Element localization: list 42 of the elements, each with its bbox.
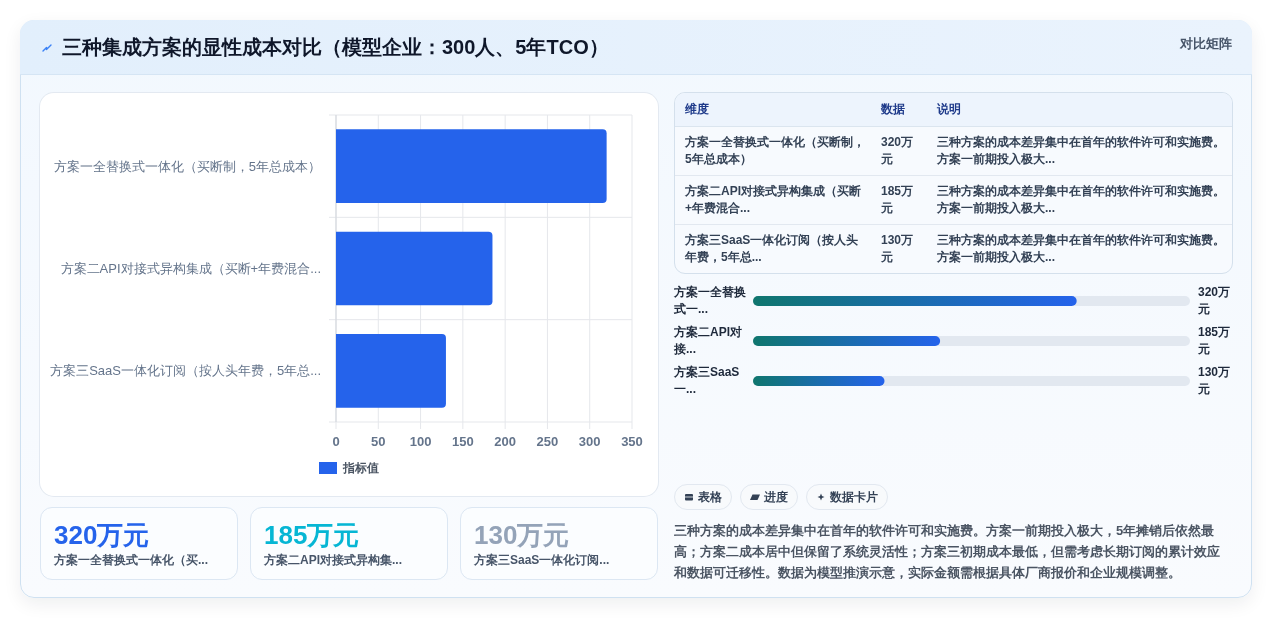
- x-tick-label: 0: [332, 433, 340, 449]
- category-label: 维度: [675, 93, 871, 127]
- text: 320万元: [881, 135, 914, 166]
- category-label: 说明: [927, 93, 1232, 127]
- text: 130万元: [474, 520, 570, 550]
- legend-label: 指标值: [342, 461, 379, 475]
- x-tick-label: 150: [452, 433, 474, 449]
- x-tick-label: 250: [536, 433, 559, 449]
- text: 320万元: [54, 520, 150, 550]
- bar: [336, 129, 607, 204]
- x-tick-label: 100: [409, 433, 432, 449]
- data-label: 185万元: [1198, 324, 1232, 358]
- text: 三种集成方案的显性成本对比（模型企业：300人、5年TCO）: [62, 35, 609, 60]
- text: 三种方案的成本差异集中在首年的软件许可和实施费。方案一前期投入极大...: [937, 184, 1225, 215]
- x-tick-label: 50: [371, 433, 386, 449]
- y-tick-label: 方案二API对接...: [674, 324, 743, 358]
- data-label: 320万元: [1198, 284, 1232, 318]
- category-label: 方案一全替换式一体化（买...: [54, 552, 209, 568]
- text: 表格: [698, 490, 722, 504]
- y-tick-label: 方案二API对接式异构集成（买断+年费混合...: [60, 261, 321, 276]
- x-tick-label: 200: [494, 433, 516, 449]
- y-tick-label: 方案一全替换式一体化（买断制，5年总成本）: [53, 158, 321, 174]
- category-label: 方案二API对接式异构集...: [264, 552, 403, 568]
- text: 数据卡片: [830, 490, 878, 504]
- text: 130万元: [881, 233, 914, 264]
- x-tick-label: 300: [578, 433, 601, 449]
- y-tick-label: 方案三SaaS一体化订阅（按人头年费，5年总...: [50, 363, 321, 379]
- text: 三种方案的成本差异集中在首年的软件许可和实施费。方案一前期投入极大，5年摊销后依然最高；方案二成本居中但保留了系统灵活性；方案三初期成本最低，但需考虑长期订阅的累计效应和数据可迁移性。数据为模型推演示意，实际金额需根据具体厂商报价和企业规模调整。: [674, 522, 1221, 582]
- text: 进度: [764, 490, 788, 504]
- text: 185万元: [264, 520, 360, 550]
- category-label: 数据: [871, 93, 927, 127]
- y-tick-label: 方案一全替换式一...: [674, 284, 747, 318]
- bar: [336, 333, 446, 408]
- data-label: 130万元: [1198, 364, 1232, 398]
- y-tick-label: 方案三SaaS一...: [674, 364, 741, 398]
- text: 三种方案的成本差异集中在首年的软件许可和实施费。方案一前期投入极大...: [937, 135, 1225, 166]
- bar: [336, 231, 493, 306]
- x-tick-label: 350: [621, 433, 643, 449]
- text: 对比矩阵: [1180, 35, 1232, 53]
- text: 三种方案的成本差异集中在首年的软件许可和实施费。方案一前期投入极大...: [937, 233, 1225, 264]
- text: 185万元: [881, 184, 914, 215]
- category-label: 方案三SaaS一体化订阅...: [474, 552, 610, 568]
